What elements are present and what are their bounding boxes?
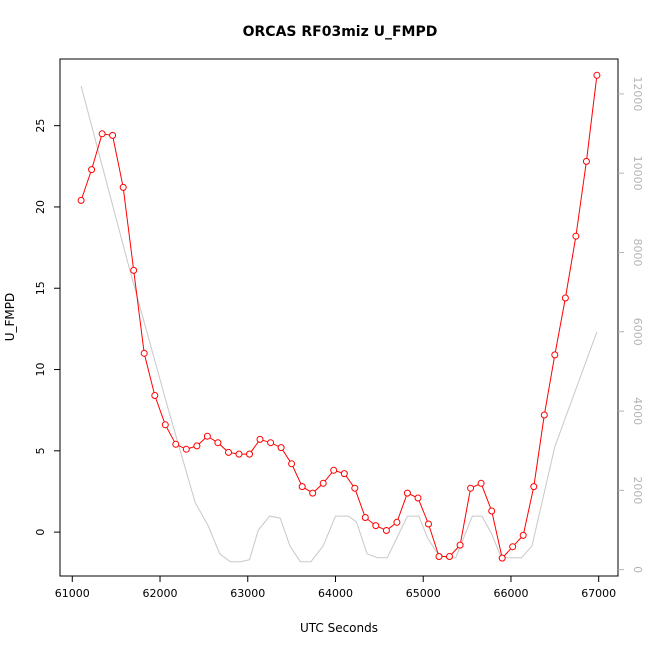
- y2-tick-label: 6000: [631, 318, 644, 346]
- y-tick-label: 20: [34, 200, 47, 214]
- x-tick-label: 61000: [55, 587, 90, 600]
- data-point: [340, 470, 348, 478]
- data-point: [203, 432, 211, 440]
- y-tick-label: 0: [34, 529, 47, 536]
- data-point: [509, 543, 517, 551]
- data-point: [498, 554, 506, 562]
- data-point: [109, 131, 117, 139]
- y-tick-label: 10: [34, 363, 47, 377]
- data-point: [235, 450, 243, 458]
- primary-series-line: [80, 75, 598, 560]
- y2-tick-label: 4000: [631, 397, 644, 425]
- x-tick-label: 65000: [406, 587, 441, 600]
- data-point: [77, 196, 85, 204]
- data-point: [267, 439, 275, 447]
- data-point: [572, 232, 580, 240]
- chart-title: ORCAS RF03miz U_FMPD: [243, 24, 438, 40]
- data-point: [425, 520, 432, 528]
- data-point: [130, 266, 138, 274]
- data-point: [319, 479, 327, 487]
- data-point: [172, 440, 180, 448]
- y-tick-label: 5: [34, 447, 47, 454]
- data-point: [582, 157, 590, 165]
- data-point: [530, 483, 538, 491]
- data-point: [393, 518, 401, 526]
- data-point: [403, 489, 411, 497]
- data-point: [540, 411, 548, 419]
- data-point: [140, 349, 148, 357]
- data-point: [414, 494, 422, 502]
- data-point: [551, 351, 559, 359]
- data-point: [561, 294, 569, 302]
- y2-tick-label: 12000: [631, 76, 644, 111]
- data-point: [161, 421, 169, 429]
- data-point: [298, 483, 306, 491]
- data-point: [225, 448, 232, 456]
- y2-tick-label: 2000: [631, 476, 644, 504]
- data-point: [119, 183, 127, 191]
- data-point: [477, 479, 485, 487]
- x-tick-label: 62000: [143, 587, 178, 600]
- data-point: [361, 514, 369, 521]
- x-axis-label: UTC Seconds: [300, 621, 378, 635]
- data-point: [330, 466, 338, 474]
- data-point: [382, 527, 390, 534]
- axes-layer: 61000 62000 63000 64000 65000 66000 67000 0 5 10 1…: [34, 76, 644, 600]
- y-axis-label: U_FMPD: [3, 293, 17, 342]
- data-point: [277, 444, 285, 452]
- data-point: [519, 531, 527, 539]
- x-tick-label: 64000: [318, 587, 353, 600]
- y2-tick-label: 0: [631, 566, 644, 573]
- y2-tick-label: 8000: [631, 238, 644, 266]
- data-point: [446, 553, 453, 560]
- data-point: [435, 553, 443, 560]
- x-tick-label: 66000: [493, 587, 528, 600]
- primary-series-layer: [77, 71, 601, 562]
- data-point: [467, 484, 475, 492]
- data-point: [151, 392, 159, 399]
- data-point: [593, 71, 601, 79]
- data-point: [214, 439, 222, 447]
- y2-tick-label: 10000: [631, 156, 644, 191]
- secondary-series-line: [80, 85, 598, 563]
- data-point: [309, 489, 317, 497]
- plot-frame: [59, 58, 619, 577]
- data-point: [372, 522, 380, 530]
- data-point: [456, 541, 464, 549]
- data-point: [288, 460, 296, 468]
- data-point: [98, 130, 106, 138]
- data-point: [351, 484, 359, 492]
- secondary-series-layer: [80, 85, 598, 563]
- x-tick-label: 63000: [230, 587, 265, 600]
- data-point: [88, 166, 96, 174]
- data-point: [182, 445, 190, 453]
- data-point: [246, 450, 253, 458]
- data-point: [193, 442, 201, 450]
- x-tick-label: 67000: [581, 587, 616, 600]
- data-point: [488, 507, 496, 515]
- y-tick-label: 25: [34, 119, 47, 133]
- y-tick-label: 15: [34, 281, 47, 295]
- data-point: [256, 435, 264, 443]
